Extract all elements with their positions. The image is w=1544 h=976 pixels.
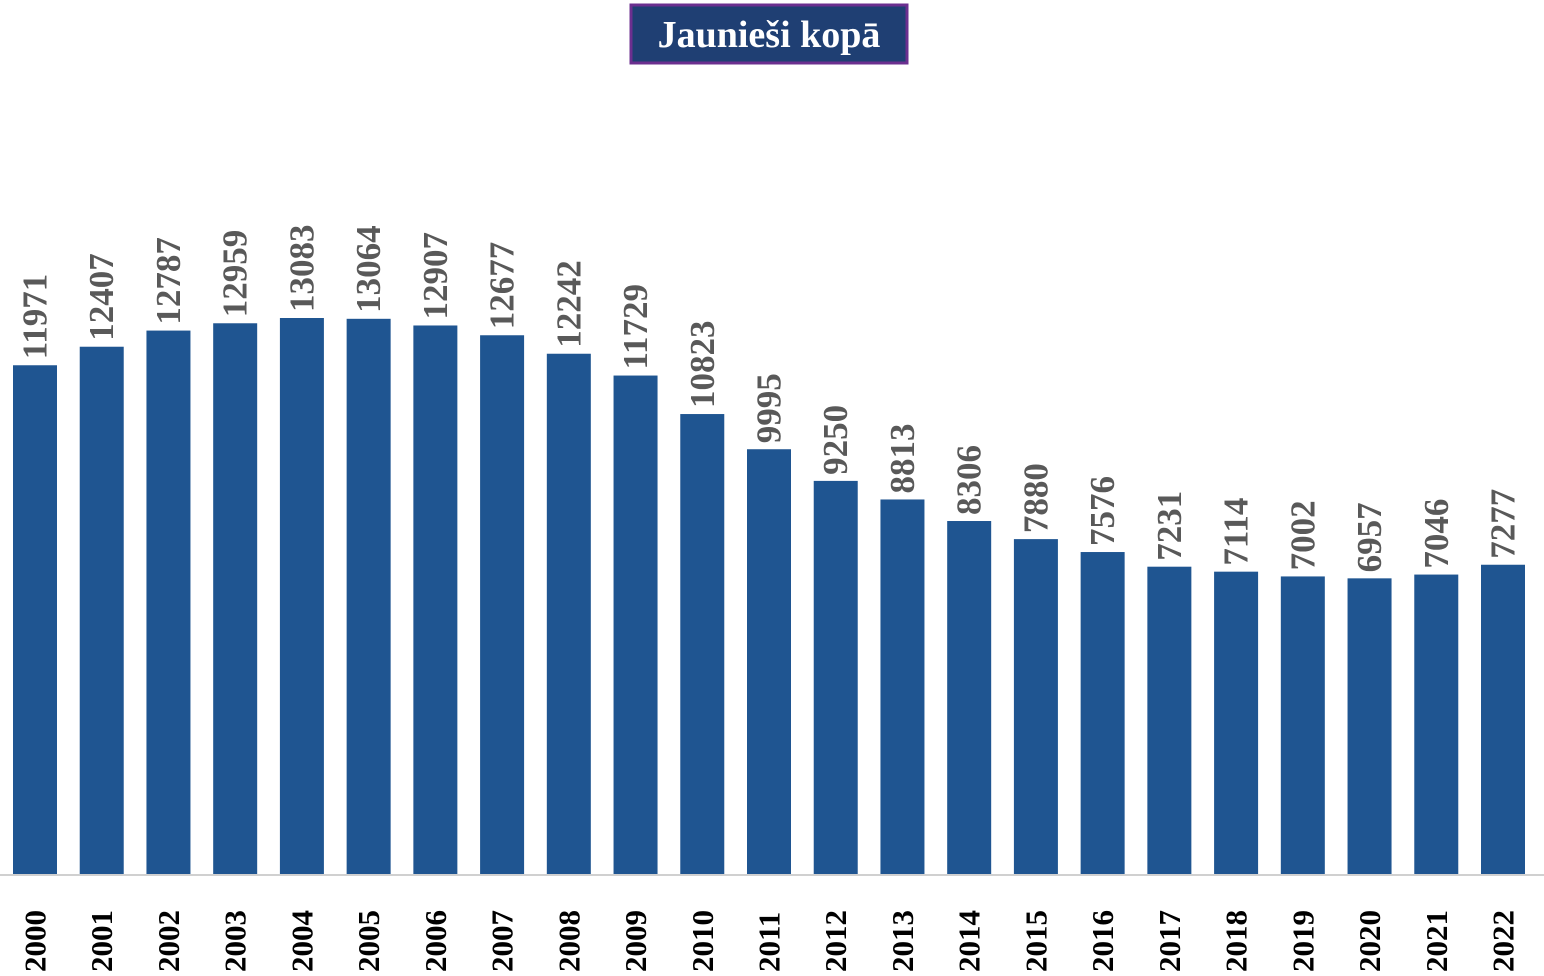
bar (680, 414, 725, 874)
data-label: 8813 (883, 423, 922, 493)
bar (1280, 576, 1325, 874)
x-tick-label: 2010 (685, 910, 720, 972)
bar (1013, 539, 1058, 874)
x-tick-label: 2014 (952, 910, 987, 972)
bar (1414, 574, 1459, 874)
x-tick-label: 2018 (1219, 910, 1254, 972)
data-label: 12242 (549, 260, 588, 348)
data-label: 12787 (149, 237, 188, 325)
x-tick-label: 2007 (485, 910, 520, 972)
x-tick-label: 2013 (885, 910, 920, 972)
data-label: 11729 (616, 284, 655, 370)
data-label: 7231 (1150, 491, 1189, 561)
x-tick-label: 2020 (1352, 910, 1387, 972)
data-label: 7046 (1417, 499, 1456, 569)
bar (747, 449, 791, 874)
data-label: 7114 (1217, 498, 1256, 566)
bar (13, 365, 57, 874)
data-label: 7880 (1016, 463, 1055, 533)
x-tick-label: 2009 (618, 910, 653, 972)
x-tick-label: 2017 (1152, 910, 1187, 972)
x-tick-label: 2015 (1018, 910, 1053, 972)
bar (279, 318, 324, 874)
bar (1347, 578, 1392, 874)
title-box (629, 3, 909, 65)
data-label: 7277 (1484, 489, 1523, 559)
x-tick-label: 2006 (418, 910, 453, 972)
x-tick-label: 2021 (1419, 910, 1454, 972)
bar (813, 480, 858, 874)
data-label: 9995 (750, 373, 789, 443)
data-label: 12677 (483, 242, 522, 330)
bar (546, 353, 591, 874)
data-label: 8306 (950, 445, 989, 515)
x-tick-label: 2019 (1285, 910, 1320, 972)
x-tick-label: 2016 (1085, 910, 1120, 972)
x-tick-label: 2003 (218, 910, 253, 972)
bar (613, 375, 658, 874)
chart-title: Jaunieši kopā (658, 14, 881, 56)
data-label: 13064 (349, 225, 388, 313)
bar (213, 323, 258, 874)
data-label: 6957 (1350, 502, 1389, 572)
x-tick-label: 2012 (818, 910, 853, 972)
data-label: 7576 (1083, 476, 1122, 546)
bar (480, 335, 525, 874)
data-label: 10823 (683, 321, 722, 409)
bar (79, 346, 124, 874)
bar (880, 499, 925, 874)
bar (346, 318, 391, 874)
bar (1147, 566, 1192, 874)
x-tick-label: 2008 (551, 910, 586, 972)
data-label: 12959 (216, 230, 255, 318)
x-tick-label: 2005 (351, 910, 386, 972)
bar (146, 330, 191, 875)
x-tick-label: 2001 (84, 910, 119, 972)
x-tick-label: 2002 (151, 910, 186, 972)
x-tick-label: 2000 (18, 910, 53, 972)
x-tick-label: 2011 (752, 912, 787, 972)
bar (1080, 552, 1125, 874)
bar (413, 325, 458, 875)
x-tick-label: 2022 (1486, 910, 1521, 972)
data-label: 13083 (282, 225, 321, 313)
x-tick-label: 2004 (284, 910, 319, 972)
bar (1214, 571, 1259, 874)
data-label: 12407 (82, 253, 121, 341)
bar (1481, 564, 1525, 874)
bar (947, 521, 992, 874)
data-label: 12907 (416, 232, 455, 320)
data-label: 11971 (16, 274, 55, 360)
data-label: 9250 (816, 405, 855, 475)
data-label: 7002 (1283, 500, 1322, 570)
